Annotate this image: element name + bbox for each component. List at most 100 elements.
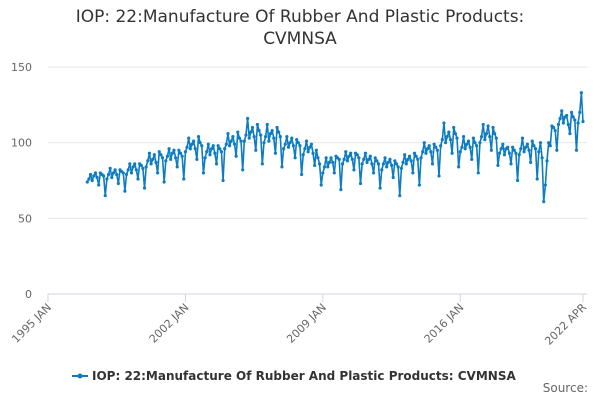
data-point bbox=[439, 144, 443, 148]
data-point bbox=[568, 131, 572, 136]
data-point bbox=[367, 157, 371, 161]
data-point bbox=[255, 122, 260, 127]
data-point bbox=[466, 139, 471, 143]
data-point bbox=[460, 145, 464, 149]
data-point bbox=[319, 183, 323, 187]
data-point bbox=[216, 144, 220, 148]
y-tick-label: 100 bbox=[11, 137, 32, 150]
data-point bbox=[452, 125, 456, 130]
data-point bbox=[461, 135, 466, 139]
data-point bbox=[236, 130, 240, 134]
data-point bbox=[463, 147, 467, 151]
data-point bbox=[560, 109, 564, 113]
data-point bbox=[146, 159, 150, 163]
data-point bbox=[219, 150, 224, 154]
data-point bbox=[471, 136, 475, 140]
data-point bbox=[183, 150, 188, 154]
data-point bbox=[486, 124, 490, 128]
data-point bbox=[548, 144, 552, 148]
data-point bbox=[515, 178, 520, 183]
data-point bbox=[571, 115, 575, 119]
data-point bbox=[398, 194, 402, 198]
data-point bbox=[394, 162, 399, 166]
data-point bbox=[440, 138, 444, 142]
data-point bbox=[288, 141, 292, 145]
data-point bbox=[383, 156, 387, 160]
data-point bbox=[388, 157, 392, 161]
data-point bbox=[322, 165, 327, 169]
data-point bbox=[525, 142, 529, 146]
data-point bbox=[95, 175, 99, 180]
data-point bbox=[93, 171, 98, 175]
data-point bbox=[139, 163, 143, 167]
data-point bbox=[479, 135, 484, 139]
data-point bbox=[311, 151, 315, 155]
data-point bbox=[522, 150, 526, 154]
data-point bbox=[425, 147, 430, 151]
data-point bbox=[517, 153, 521, 157]
data-point bbox=[214, 162, 219, 166]
data-point bbox=[92, 174, 96, 178]
data-point bbox=[386, 160, 390, 164]
data-point bbox=[218, 147, 222, 151]
data-point bbox=[574, 148, 579, 152]
data-point bbox=[309, 142, 314, 146]
data-point bbox=[291, 144, 296, 148]
data-point bbox=[524, 145, 528, 149]
data-point bbox=[304, 139, 309, 143]
data-point bbox=[283, 142, 287, 146]
data-point bbox=[447, 130, 451, 134]
data-point bbox=[133, 162, 137, 166]
data-point bbox=[339, 187, 343, 192]
data-point bbox=[547, 141, 551, 145]
data-point bbox=[391, 175, 395, 180]
data-point bbox=[556, 122, 561, 127]
data-point bbox=[124, 172, 129, 177]
data-point bbox=[581, 119, 585, 124]
data-point bbox=[543, 183, 547, 187]
data-point bbox=[308, 145, 312, 149]
data-point bbox=[103, 194, 107, 198]
data-point bbox=[152, 153, 156, 157]
data-point bbox=[533, 147, 538, 151]
data-point bbox=[399, 166, 403, 170]
data-point bbox=[501, 142, 505, 146]
data-point bbox=[468, 145, 472, 149]
data-point bbox=[174, 156, 178, 160]
data-point bbox=[331, 160, 335, 164]
data-point bbox=[110, 175, 114, 180]
data-point bbox=[448, 138, 453, 142]
data-point bbox=[226, 131, 230, 136]
data-point bbox=[164, 159, 168, 163]
data-point bbox=[470, 157, 474, 161]
data-point bbox=[228, 144, 232, 148]
data-point bbox=[273, 151, 278, 155]
data-point bbox=[385, 165, 389, 169]
data-point bbox=[352, 168, 356, 172]
data-point bbox=[457, 165, 461, 169]
data-point bbox=[520, 136, 525, 140]
data-point bbox=[437, 174, 441, 178]
x-tick-label: 2009 JAN bbox=[284, 301, 329, 346]
data-point bbox=[424, 151, 428, 155]
data-point bbox=[373, 156, 377, 160]
data-point bbox=[126, 168, 130, 172]
data-point bbox=[180, 154, 184, 158]
data-point bbox=[90, 178, 94, 183]
data-point bbox=[558, 116, 562, 121]
data-point bbox=[347, 154, 351, 158]
data-point bbox=[241, 168, 245, 172]
data-point bbox=[170, 151, 174, 155]
data-point bbox=[203, 156, 207, 160]
data-point bbox=[496, 163, 500, 167]
data-point bbox=[555, 148, 559, 152]
data-point bbox=[327, 160, 332, 164]
data-point bbox=[368, 154, 372, 158]
data-point bbox=[231, 135, 235, 139]
data-point bbox=[553, 128, 557, 133]
data-point bbox=[105, 177, 109, 181]
data-point bbox=[270, 128, 274, 133]
data-point bbox=[376, 162, 381, 166]
data-point bbox=[293, 156, 297, 160]
